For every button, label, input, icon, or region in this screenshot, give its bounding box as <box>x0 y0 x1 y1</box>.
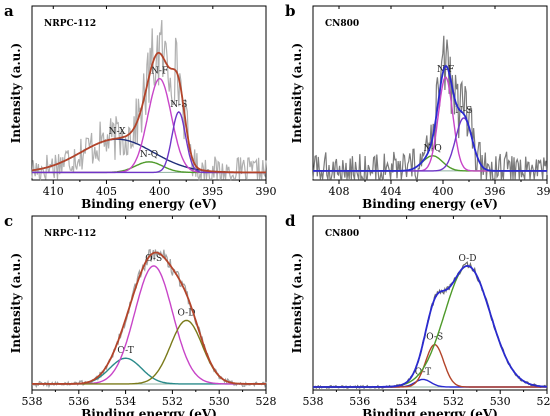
sample-label: NRPC-112 <box>44 229 96 239</box>
sample-label: NRPC-112 <box>44 19 96 29</box>
x-tick-label: 405 <box>96 185 117 198</box>
panel-letter: b <box>285 2 296 20</box>
plot-frame <box>31 5 267 181</box>
peak-label: N-X <box>109 127 127 137</box>
x-tick-label: 532 <box>443 395 464 408</box>
x-tick-label: 534 <box>396 395 417 408</box>
x-tick-label: 538 <box>303 395 324 408</box>
x-axis-label: Binding energy (eV) <box>81 407 217 416</box>
peak-o-s-line <box>313 344 547 388</box>
x-tick-label: 530 <box>490 395 511 408</box>
peak-label: N-Q <box>423 144 441 154</box>
y-axis-label: Intensity (a.u.) <box>9 43 23 143</box>
y-axis-label: Intensity (a.u.) <box>9 253 23 353</box>
x-tick-label: 530 <box>209 395 230 408</box>
x-tick-label: 536 <box>349 395 370 408</box>
x-tick-label: 538 <box>22 395 43 408</box>
peak-label: N-Q <box>140 150 158 160</box>
plot-frame <box>312 215 548 391</box>
x-tick-label: 400 <box>433 185 454 198</box>
fit-envelope-line <box>32 251 266 385</box>
x-axis-label: Binding energy (eV) <box>81 197 217 211</box>
x-tick-label: 408 <box>329 185 350 198</box>
peak-label: O-D <box>177 308 195 318</box>
fit-envelope-line <box>313 64 547 172</box>
peak-label: O-S <box>145 254 162 264</box>
raw-spectrum-line <box>312 35 548 181</box>
y-axis-label: Intensity (a.u.) <box>290 253 304 353</box>
peak-label: N-S <box>455 106 472 116</box>
peak-label: O-T <box>117 346 133 356</box>
x-axis-label: Binding energy (eV) <box>362 197 498 211</box>
plot-frame <box>312 5 548 181</box>
x-axis-label: Binding energy (eV) <box>362 407 498 416</box>
sample-label: CN800 <box>325 229 359 239</box>
x-tick-label: 536 <box>68 395 89 408</box>
panel-a: 410 405 400 395 390 Binding energy (eV) Intens… <box>4 2 277 211</box>
peak-label: N-F <box>151 67 168 77</box>
x-tick-label: 532 <box>162 395 183 408</box>
panel-letter: c <box>4 212 13 230</box>
x-tick-label: 404 <box>381 185 402 198</box>
fit-envelope-line <box>31 51 266 174</box>
x-tick-label: 396 <box>485 185 506 198</box>
y-axis-label: Intensity (a.u.) <box>290 43 304 143</box>
peak-n-s-line <box>32 111 266 174</box>
panel-letter: d <box>285 212 296 230</box>
peak-label: O-D <box>458 254 476 264</box>
panel-d: 538 536 534 532 530 528 Binding energy (eV) Int… <box>285 212 550 416</box>
peak-label: N-S <box>170 100 187 110</box>
fit-envelope-line <box>313 264 548 388</box>
sample-label: CN800 <box>325 19 359 29</box>
x-tick-label: 400 <box>149 185 170 198</box>
x-tick-label: 528 <box>537 395 550 408</box>
x-tick-label: 392 <box>537 185 550 198</box>
x-tick-label: 395 <box>202 185 223 198</box>
panel-b: 408 404 400 396 392 Binding energy (eV) Intens… <box>285 2 550 211</box>
raw-spectrum-line <box>31 19 267 182</box>
plot-frame <box>31 215 267 391</box>
panel-letter: a <box>4 2 14 20</box>
peak-label: O-T <box>415 367 431 377</box>
x-tick-label: 528 <box>256 395 277 408</box>
panel-c: 538 536 534 532 530 528 Binding energy (eV) Int… <box>4 212 277 416</box>
x-tick-label: 390 <box>256 185 277 198</box>
peak-label: N-F <box>437 65 454 75</box>
peak-o-t-line <box>313 378 547 388</box>
peak-n-q-line <box>32 161 266 174</box>
x-tick-label: 534 <box>115 395 136 408</box>
peak-label: O-S <box>426 333 443 343</box>
peak-o-s-line <box>32 265 266 385</box>
x-tick-label: 410 <box>43 185 64 198</box>
